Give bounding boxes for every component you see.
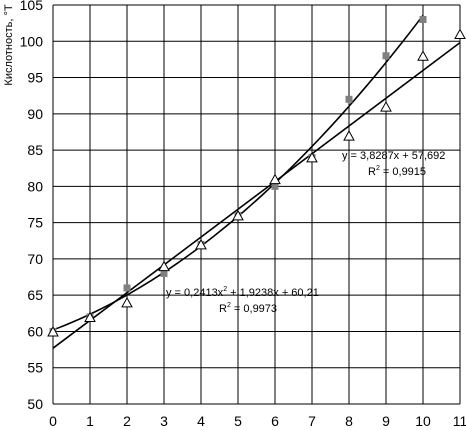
polynomial-r2-text: R2 = 0,9973: [219, 302, 277, 315]
series-0-point-8: [345, 95, 353, 103]
series-1-point-11: [454, 28, 466, 40]
series-1-point-5: [232, 209, 244, 221]
linear-trendline: [52, 42, 461, 349]
polynomial-eq-superscript: 2: [223, 286, 227, 293]
polynomial-eq-rest: + 1,9238x + 60,21: [227, 287, 319, 299]
y-tick-label-8: 90: [27, 106, 43, 122]
y-tick-label-2: 60: [27, 323, 43, 339]
y-tick-label-0: 50: [27, 396, 43, 412]
polynomial-r2-value: = 0,9973: [231, 303, 277, 315]
y-tick-label-4: 70: [27, 251, 43, 267]
tick-label-layer: 0 1 2 3 4 5 6 7 8 9 10 11 50 55 60 65 70 75 80 85 90 95 100 105: [20, 0, 466, 429]
x-tick-label-2: 2: [123, 413, 131, 429]
x-tick-label-0: 0: [49, 413, 57, 429]
series-1-point-2: [121, 296, 133, 308]
polynomial-equation-text: y = 0,2413x2 + 1,9238x + 60,21: [166, 286, 319, 299]
y-tick-label-6: 80: [27, 178, 43, 194]
linear-r2-superscript: 2: [376, 165, 380, 172]
y-tick-label-11: 105: [20, 0, 44, 13]
linear-r2-text: R2 = 0,9915: [368, 165, 426, 178]
x-tick-label-11: 11: [453, 413, 466, 429]
series-1-point-3: [158, 260, 170, 272]
series-1-point-6: [269, 173, 281, 185]
y-tick-label-3: 65: [27, 287, 43, 303]
x-tick-label-5: 5: [234, 413, 242, 429]
series-1-point-4: [195, 238, 207, 250]
y-tick-label-5: 75: [27, 215, 43, 231]
polynomial-r2-superscript: 2: [227, 302, 231, 309]
series-1-point-7: [306, 151, 318, 163]
series-1-point-9: [380, 101, 392, 112]
grid-layer: [52, 4, 461, 405]
series-1-point-0: [47, 325, 59, 337]
x-tick-label-8: 8: [345, 413, 353, 429]
x-tick-label-1: 1: [86, 413, 94, 429]
linear-r2-value: = 0,9915: [380, 166, 426, 178]
series-0-point-10: [419, 16, 427, 24]
series-0-point-6: [271, 182, 279, 190]
series-0-point-9: [382, 52, 390, 60]
x-tick-label-3: 3: [160, 413, 168, 429]
x-tick-label-4: 4: [197, 413, 205, 429]
polynomial-eq-main: y = 0,2413x: [166, 287, 224, 299]
series-1-point-10: [417, 50, 429, 61]
y-tick-label-10: 100: [20, 33, 44, 49]
series-1-point-8: [343, 130, 355, 141]
y-tick-label-9: 95: [27, 70, 43, 86]
x-tick-label-10: 10: [415, 413, 431, 429]
polynomial-r2-prefix: R: [219, 303, 227, 315]
x-tick-label-7: 7: [308, 413, 316, 429]
series-1-point-1: [84, 311, 96, 322]
point-layer: [47, 16, 466, 337]
series-0-point-2: [123, 284, 131, 292]
linear-equation-text: y = 3,8287x + 57,692: [342, 150, 445, 162]
x-tick-label-9: 9: [382, 413, 390, 429]
y-axis-title: Кислотность, °Т: [3, 4, 15, 85]
y-tick-label-1: 55: [27, 360, 43, 376]
polynomial-trendline-equation: y = 0,2413x2 + 1,9238x + 60,21 R2 = 0,99…: [166, 286, 319, 315]
y-tick-label-7: 85: [27, 142, 43, 158]
linear-trendline-equation: y = 3,8287x + 57,692 R2 = 0,9915: [342, 150, 445, 178]
series-0-point-3: [160, 269, 168, 277]
x-tick-label-6: 6: [271, 413, 279, 429]
linear-r2-prefix: R: [368, 166, 376, 178]
